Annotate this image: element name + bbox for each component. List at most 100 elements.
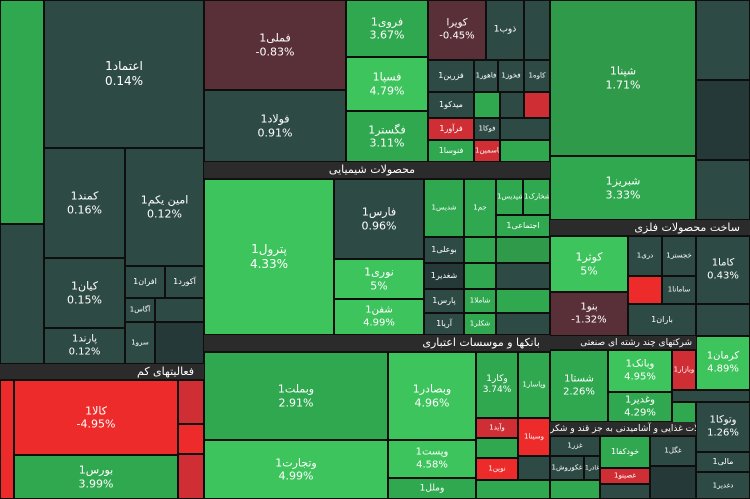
tile-shg6[interactable] <box>496 313 550 335</box>
tile-faraora[interactable]: فرآور1 <box>428 118 474 140</box>
tile-khojaster[interactable]: خجستر1 <box>662 236 696 276</box>
tile-nouri2[interactable]: نوین1 <box>476 458 518 480</box>
tile-vekar[interactable]: وکار1 3.74% <box>476 352 518 418</box>
tile-small-red-b[interactable] <box>178 424 204 454</box>
tile-faka[interactable]: فوکا1 <box>474 118 500 140</box>
tile-shepdis[interactable]: شپدیس1 <box>496 179 523 215</box>
tile-kian[interactable]: کیان1 0.15% <box>44 258 125 328</box>
tile-pars[interactable]: پارس1 <box>424 289 464 313</box>
tile-ghesino[interactable]: غصینو1 <box>600 468 650 484</box>
tile-jam[interactable]: جم1 <box>464 179 496 237</box>
tile-nouin-r[interactable] <box>628 276 662 304</box>
tile-vebmellat[interactable]: وبملت1 2.91% <box>204 352 388 440</box>
tile-fazar[interactable]: فزرین1 <box>428 60 474 92</box>
tile-shadis[interactable]: شدیس1 <box>424 179 464 237</box>
tile-ghemaral[interactable]: غگل1 <box>650 436 696 466</box>
tile-amin[interactable]: امین یکم1 0.12% <box>125 148 204 266</box>
tile-sarva[interactable]: سرو1 <box>125 322 155 364</box>
tile-kerman[interactable]: کرمان1 4.89% <box>696 336 750 390</box>
tile-fars[interactable]: فارس1 0.96% <box>334 179 424 259</box>
tile-mostaghelat[interactable] <box>696 304 750 336</box>
tile-dari[interactable]: دری1 <box>628 236 662 276</box>
header-refining[interactable]: شرکتهای چند رشته ای صنعتی <box>550 336 696 350</box>
tile-green-top-left[interactable] <box>0 0 44 224</box>
tile-kovira[interactable]: کویرا -0.45% <box>428 0 486 60</box>
tile-deghadir[interactable]: دغدیر1 <box>696 472 750 499</box>
tile-small-2[interactable] <box>155 322 204 364</box>
tile-shg3[interactable] <box>464 263 496 289</box>
tile-vemellal[interactable]: وملل1 <box>388 478 476 499</box>
tile-aganos[interactable]: آگاس1 <box>125 298 155 322</box>
tile-shamla[interactable]: شاملا1 <box>464 289 496 313</box>
tile-kamand[interactable]: کمند1 0.16% <box>44 148 125 258</box>
tile-ghekorosh[interactable]: غکوروش1 <box>550 456 584 480</box>
tile-vapasar[interactable]: وپاسار1 <box>518 352 550 418</box>
tile-vebsader[interactable]: وبصادر1 4.96% <box>388 352 476 440</box>
tile-dark-left-mid[interactable] <box>0 224 44 364</box>
tile-right-top-b[interactable] <box>696 80 750 160</box>
tile-mobarakeh[interactable] <box>524 0 550 60</box>
tile-small-red-a[interactable] <box>178 380 204 424</box>
tile-shebriz[interactable]: شبریز1 3.33% <box>550 156 696 220</box>
tile-food-d2[interactable] <box>650 466 696 499</box>
tile-khodkafa[interactable]: خودکفا1 <box>600 436 650 468</box>
tile-baran[interactable]: باران1 <box>628 304 696 336</box>
tile-shaghadir[interactable]: شغدیر1 <box>424 263 464 289</box>
tile-akord[interactable]: آکورد1 <box>165 266 204 298</box>
tile-vepost[interactable]: وپست1 4.58% <box>388 440 476 478</box>
tile-etemad[interactable]: اعتماد1 0.14% <box>44 0 204 148</box>
tile-bouali[interactable]: بوعلی1 <box>424 237 464 263</box>
tile-shg5[interactable] <box>496 289 550 313</box>
tile-ghaghal[interactable]: غاذر1 <box>584 456 600 480</box>
tile-shapna[interactable]: شپنا1 1.71% <box>550 0 696 156</box>
tile-shafan[interactable]: شفن1 4.99% <box>334 299 424 335</box>
tile-bourse[interactable]: بورس1 3.99% <box>14 455 178 499</box>
tile-kala[interactable]: کالا1 -4.95% <box>14 380 178 455</box>
tile-red-left[interactable] <box>0 380 14 499</box>
tile-right-top-a[interactable] <box>696 0 750 80</box>
tile-faravi[interactable]: فروی1 3.67% <box>346 0 428 57</box>
tile-bano[interactable]: بنو1 -1.32% <box>550 292 628 336</box>
tile-fesepa[interactable]: فسپا1 4.79% <box>346 57 428 111</box>
tile-vaid[interactable]: وآید1 <box>476 418 518 438</box>
tile-zob[interactable]: ذوب1 <box>486 0 524 60</box>
tile-shg2[interactable] <box>496 237 550 263</box>
tile-vetejarat[interactable]: وتجارت1 4.99% <box>204 440 388 499</box>
tile-vesina[interactable]: وسینا1 <box>518 418 550 456</box>
tile-midko[interactable]: میدکو1 <box>428 92 474 118</box>
tile-transport[interactable] <box>672 390 750 402</box>
tile-parand[interactable]: پارند1 0.12% <box>44 328 125 364</box>
tile-g3[interactable] <box>500 118 550 140</box>
tile-food-d1[interactable] <box>600 484 650 499</box>
tile-small-1[interactable] <box>155 298 204 322</box>
tile-ejtemaei[interactable]: اجتماعی1 <box>496 215 550 237</box>
tile-petrol[interactable]: پترول1 4.33% <box>204 179 334 335</box>
tile-sesamana[interactable]: سامانا1 <box>662 276 696 304</box>
tile-koser[interactable]: کوثر1 5% <box>550 236 628 292</box>
tile-kaveh[interactable]: کاوه1 <box>524 60 550 92</box>
tile-right-mid[interactable] <box>696 160 750 220</box>
tile-foulad[interactable]: فولاد1 0.91% <box>204 90 346 162</box>
tile-b2[interactable] <box>518 456 550 480</box>
tile-fakhoz[interactable]: فخوز1 <box>498 60 524 92</box>
tile-shg1[interactable] <box>464 237 496 263</box>
tile-ariya[interactable]: آریا1 <box>424 313 464 335</box>
tile-g4[interactable] <box>500 140 550 162</box>
tile-faber[interactable]: فاهور1 <box>474 60 498 92</box>
tile-fegestar[interactable]: فگستر1 3.11% <box>346 111 428 162</box>
tile-small-red-c[interactable] <box>178 454 204 499</box>
header-banks[interactable]: بانکها و موسسات اعتباری <box>204 335 550 352</box>
header-financial[interactable]: فعالیتهای کم <box>0 364 204 380</box>
tile-afran[interactable]: افران1 <box>125 266 165 298</box>
tile-nouri[interactable]: نوری1 5% <box>334 259 424 299</box>
tile-b1[interactable] <box>476 438 518 458</box>
tile-shasta[interactable]: شستا1 2.26% <box>550 350 608 422</box>
tile-vetoka[interactable]: وتوکا1 1.26% <box>696 402 750 452</box>
tile-fasmin[interactable]: فاسمین1 <box>474 140 500 162</box>
tile-vebank[interactable]: وبانک1 4.95% <box>608 350 672 392</box>
tile-r1[interactable] <box>524 92 550 118</box>
tile-fonoosa[interactable]: فنوسا1 <box>428 140 474 162</box>
tile-ghazra[interactable]: غزر1 <box>550 436 600 456</box>
tile-vaghadir[interactable]: وغدیر1 4.29% <box>608 392 672 422</box>
tile-shekharak[interactable]: شخارک1 <box>523 179 550 215</box>
